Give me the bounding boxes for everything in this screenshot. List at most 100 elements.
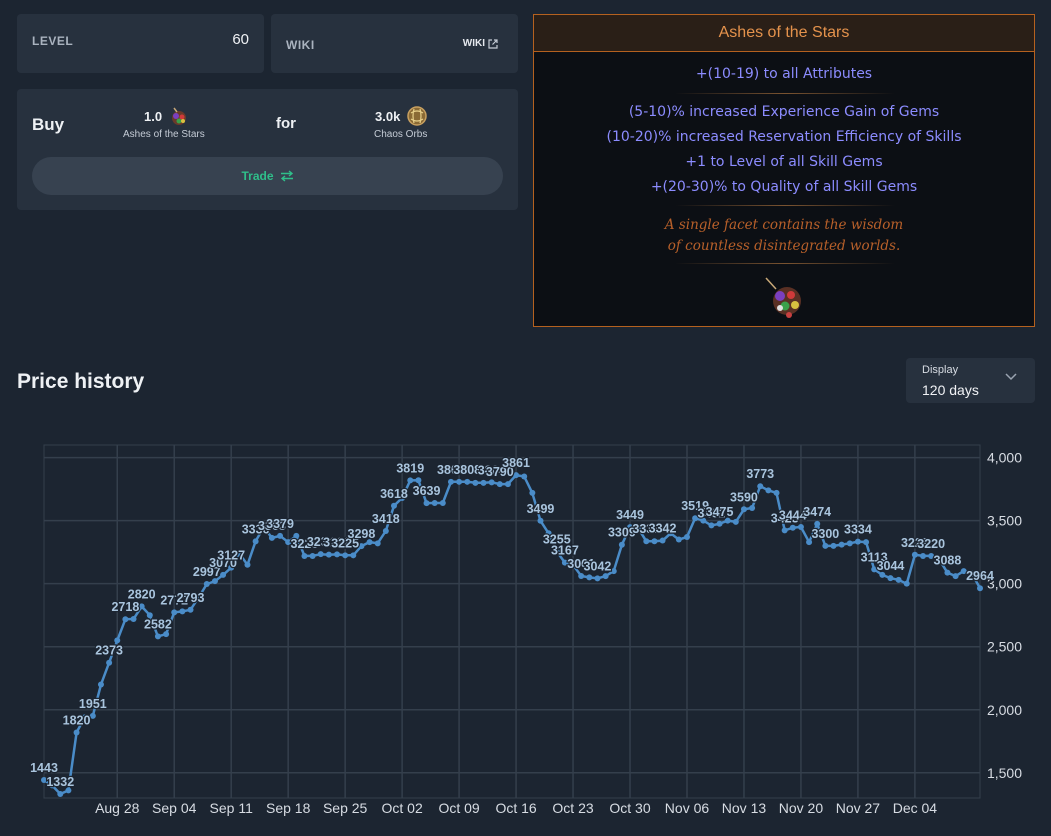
data-point xyxy=(871,566,878,573)
explicit-mod: (10-20)% increased Reservation Efficienc… xyxy=(606,129,962,145)
buy-label: Buy xyxy=(32,115,65,134)
price-history-title: Price history xyxy=(17,370,145,393)
data-point xyxy=(456,478,463,485)
item-quantity: 1.0 xyxy=(144,105,190,127)
data-point xyxy=(57,790,64,797)
wiki-card: WIKI WIKI xyxy=(271,14,518,73)
data-point xyxy=(903,580,910,587)
data-point xyxy=(480,479,487,486)
data-label: 3220 xyxy=(291,537,319,551)
item-quantity-value: 1.0 xyxy=(144,108,163,124)
x-tick-label: Sep 25 xyxy=(323,800,368,816)
data-label: 3337 xyxy=(632,522,660,536)
chart-vertical-gridlines xyxy=(43,444,981,799)
data-point xyxy=(447,478,454,485)
data-point xyxy=(765,487,772,494)
level-card: LEVEL 60 xyxy=(17,14,264,73)
display-label: Display xyxy=(922,364,959,376)
ashes-of-the-stars-icon xyxy=(172,107,187,125)
data-label: 3790 xyxy=(486,465,514,479)
data-point xyxy=(390,502,397,509)
data-point xyxy=(521,473,528,480)
trade-button[interactable]: Trade xyxy=(32,157,503,195)
x-tick-label: Dec 04 xyxy=(893,800,938,816)
data-point xyxy=(952,573,959,580)
data-point xyxy=(895,576,902,583)
data-label: 3309 xyxy=(608,526,636,540)
data-point xyxy=(163,631,170,638)
item-name: Ashes of the Stars xyxy=(123,129,205,140)
chart-y-axis: 1,500 2,000 2,500 3,000 3,500 4,000 xyxy=(987,450,1022,781)
chevron-down-icon xyxy=(1005,373,1017,381)
data-point xyxy=(651,538,658,545)
chaos-orb-icon xyxy=(407,106,428,126)
item-tooltip: Ashes of the Stars +(10-19) to all Attri… xyxy=(533,14,1035,327)
chart-points xyxy=(41,472,983,797)
data-point xyxy=(594,575,601,582)
level-value: 60 xyxy=(232,31,249,48)
data-label: 3475 xyxy=(706,505,734,519)
data-point xyxy=(708,522,715,529)
data-label: 3127 xyxy=(217,549,245,563)
data-label: 3590 xyxy=(730,490,758,504)
tooltip-separator xyxy=(675,205,895,206)
data-label: 3334 xyxy=(844,523,872,537)
data-point xyxy=(317,551,324,558)
data-point xyxy=(423,500,430,507)
data-point xyxy=(504,481,511,488)
data-label: 3042 xyxy=(584,559,612,573)
chart-horizontal-gridlines xyxy=(44,456,980,774)
data-label: 3449 xyxy=(616,508,644,522)
display-value: 120 days xyxy=(922,382,979,398)
data-point xyxy=(488,479,495,486)
data-label: 3088 xyxy=(934,554,962,568)
y-tick-label: 3,000 xyxy=(987,576,1022,592)
data-point xyxy=(749,505,756,512)
data-label: 3070 xyxy=(209,556,237,570)
data-point xyxy=(138,603,145,610)
data-point xyxy=(301,552,308,559)
price-history-chart: 1,500 2,000 2,500 3,000 3,500 4,000 Aug 28 Sep… xyxy=(29,444,1022,816)
data-point xyxy=(407,477,414,484)
data-label: 3061 xyxy=(567,557,595,571)
data-point xyxy=(838,541,845,548)
data-point xyxy=(627,524,634,531)
data-point xyxy=(789,524,796,531)
for-label: for xyxy=(276,115,296,132)
data-point xyxy=(781,527,788,534)
data-point xyxy=(187,606,194,613)
data-label: 3113 xyxy=(861,550,888,564)
data-label: 3773 xyxy=(746,467,774,481)
data-point xyxy=(73,729,80,736)
ashes-of-the-stars-icon xyxy=(765,277,801,318)
data-label: 2772 xyxy=(160,593,188,607)
data-point xyxy=(366,539,373,546)
level-label: LEVEL xyxy=(32,34,74,48)
data-point xyxy=(610,568,617,575)
data-point xyxy=(285,539,292,546)
explicit-mod: (5-10)% increased Experience Gain of Gem… xyxy=(628,104,940,120)
x-tick-label: Sep 11 xyxy=(210,800,254,816)
price-quantity: 3.0k xyxy=(375,105,428,127)
data-label: 3861 xyxy=(502,456,530,470)
data-point xyxy=(911,551,918,558)
data-point xyxy=(814,520,821,527)
x-tick-label: Aug 28 xyxy=(95,800,140,816)
data-label: 3298 xyxy=(348,527,376,541)
data-point xyxy=(342,552,349,559)
data-point xyxy=(561,559,568,566)
x-tick-label: Oct 09 xyxy=(438,800,479,816)
buy-card: Buy 1.0 Ashes of the Stars for 3.0k Chao… xyxy=(17,89,518,210)
data-point xyxy=(334,551,341,558)
data-point xyxy=(854,538,861,545)
data-label: 2373 xyxy=(95,644,123,658)
data-point xyxy=(602,573,609,580)
data-point xyxy=(545,530,552,537)
wiki-link[interactable]: WIKI xyxy=(463,38,498,49)
data-point xyxy=(863,539,870,546)
tooltip-separator xyxy=(675,93,895,94)
data-point xyxy=(920,552,927,559)
display-range-select[interactable]: Display 120 days xyxy=(906,358,1035,403)
data-point xyxy=(936,556,943,563)
price-quantity-value: 3.0k xyxy=(375,108,401,124)
